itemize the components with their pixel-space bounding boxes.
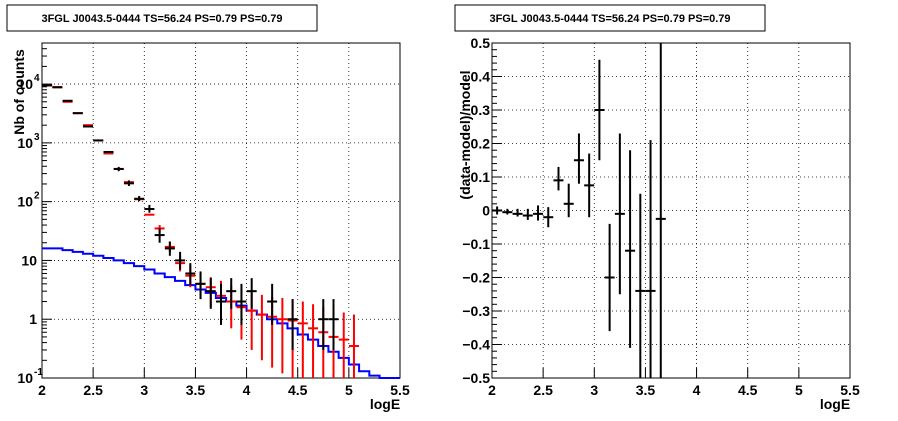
counts-x-tick-label: 4.5 — [288, 382, 308, 398]
residual-grid — [491, 42, 851, 379]
residual-y-axis-label: (data-model)/model — [457, 70, 473, 199]
counts-y-tick-exponent: 3 — [34, 132, 40, 143]
residual-title-box — [454, 4, 766, 32]
counts-title: 3FGL J0043.5-0444 TS=56.24 PS=0.79 PS=0.… — [41, 13, 282, 25]
counts-plot-frame — [41, 42, 401, 379]
counts-y-tick-label: 10 — [17, 370, 33, 386]
residual-y-tick-label: 0.1 — [471, 169, 491, 185]
counts-y-tick-label: 10 — [17, 194, 33, 210]
residual-x-tick-label: 4 — [693, 382, 701, 398]
residual-y-tick-label: −0.5 — [462, 370, 490, 386]
residual-x-axis-label: logE — [820, 396, 850, 412]
residual-y-tick-label: −0.1 — [462, 236, 490, 252]
residual-x-tick-label: 2 — [488, 382, 496, 398]
counts-x-tick-label: 3 — [140, 382, 148, 398]
residual-y-tick-label: 0.3 — [471, 102, 491, 118]
residual-y-tick-label: −0.2 — [462, 270, 490, 286]
residual-y-tick-label: −0.4 — [462, 337, 490, 353]
counts-grid — [41, 43, 401, 379]
residual-y-tick-label: −0.3 — [462, 303, 490, 319]
residual-series — [492, 43, 666, 378]
counts-y-tick-exponent: 4 — [34, 73, 40, 84]
residual-x-tick-label: 5.5 — [840, 382, 860, 398]
counts-y-tick-exponent: -1 — [34, 367, 43, 378]
counts-x-tick-label: 2 — [38, 382, 46, 398]
counts-y-axis-label: Nb of counts — [11, 49, 27, 135]
counts-title-box — [6, 4, 318, 32]
residual-x-tick-label: 3 — [590, 382, 598, 398]
residual-y-tick-label: 0.4 — [471, 69, 491, 85]
counts-y-tick-label: 10 — [17, 135, 33, 151]
counts-y-tick-label: 10 — [17, 76, 33, 92]
counts-x-tick-label: 4 — [243, 382, 251, 398]
counts-x-tick-label: 3.5 — [186, 382, 206, 398]
counts-x-tick-label: 5 — [345, 382, 353, 398]
residual-x-tick-label: 3.5 — [636, 382, 656, 398]
counts-panel: 3FGL J0043.5-0444 TS=56.24 PS=0.79 PS=0.… — [6, 4, 410, 412]
residual-title: 3FGL J0043.5-0444 TS=56.24 PS=0.79 PS=0.… — [489, 13, 730, 25]
counts-x-axis-label: logE — [370, 396, 400, 412]
residual-panel: 3FGL J0043.5-0444 TS=56.24 PS=0.79 PS=0.… — [454, 4, 860, 412]
residual-y-tick-label: 0.5 — [471, 35, 491, 51]
residual-x-tick-label: 2.5 — [533, 382, 553, 398]
residual-x-tick-label: 5 — [795, 382, 803, 398]
residual-axis-ticks: 2 2.5 3 3.5 4 4.5 5 5.5 −0.5 −0.4 −0.3 −0.2 −0.1 0 0.1… — [462, 35, 860, 398]
counts-y-tick-exponent: 2 — [34, 191, 40, 202]
residual-y-tick-label: 0.2 — [471, 136, 491, 152]
counts-y-tick-label: 10 — [21, 252, 37, 268]
counts-x-tick-label: 2.5 — [83, 382, 103, 398]
counts-series — [42, 84, 400, 379]
residual-x-tick-label: 4.5 — [738, 382, 758, 398]
counts-x-tick-label: 5.5 — [390, 382, 410, 398]
counts-y-tick-label: 1 — [29, 311, 37, 327]
residual-y-tick-label: 0 — [482, 203, 490, 219]
